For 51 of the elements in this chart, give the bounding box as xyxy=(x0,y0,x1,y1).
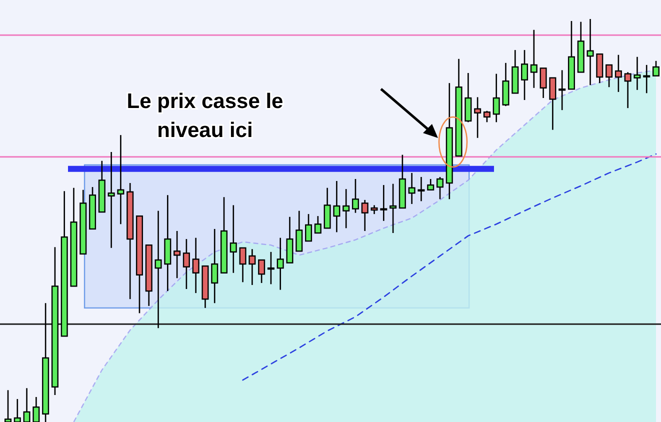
candlestick xyxy=(502,62,510,107)
candlestick xyxy=(634,56,641,91)
candlestick xyxy=(586,18,594,86)
candlestick xyxy=(652,60,660,76)
candlestick xyxy=(333,180,340,233)
candlestick xyxy=(352,178,359,214)
candlestick xyxy=(314,215,322,234)
candlestick xyxy=(305,213,312,242)
candlestick xyxy=(483,110,490,123)
candlestick xyxy=(418,176,425,202)
candlestick xyxy=(296,210,303,252)
annotation: Le prix casse le niveau ici xyxy=(126,90,284,142)
candlestick xyxy=(596,53,604,84)
candlestick xyxy=(540,68,547,99)
candlestick xyxy=(558,70,566,111)
candlestick xyxy=(258,259,266,284)
candlestick xyxy=(614,54,622,93)
candlestick xyxy=(549,77,556,130)
candlestick xyxy=(4,390,12,422)
candlestick xyxy=(14,398,21,422)
candlestick xyxy=(23,388,30,422)
candlestick xyxy=(117,134,124,225)
candlestick xyxy=(324,187,331,229)
candlestick xyxy=(267,251,274,285)
candlestick xyxy=(606,64,613,88)
candlestick xyxy=(192,237,200,294)
candlestick xyxy=(390,183,397,234)
candlestick xyxy=(286,216,294,264)
candlestick xyxy=(276,237,284,290)
candlestick xyxy=(492,73,500,123)
candlestick xyxy=(182,238,190,290)
candlestick xyxy=(380,184,388,222)
candlestick xyxy=(464,72,472,123)
candlestick xyxy=(474,96,482,139)
candlestick xyxy=(174,230,181,279)
candlestick xyxy=(521,49,528,101)
candlestick xyxy=(361,199,368,232)
candlestick xyxy=(32,396,40,422)
candlestick xyxy=(408,172,416,205)
candlestick xyxy=(427,178,434,191)
candlestick xyxy=(230,204,237,274)
candlestick xyxy=(211,228,218,304)
candlestick xyxy=(248,248,256,286)
candlestick xyxy=(530,29,538,89)
candlestick xyxy=(108,151,115,249)
candlestick xyxy=(154,210,162,329)
candlestick xyxy=(436,176,444,200)
candlestick xyxy=(342,188,350,229)
candlestick xyxy=(624,72,632,109)
candlestick xyxy=(643,64,650,94)
candlestick xyxy=(239,247,246,283)
